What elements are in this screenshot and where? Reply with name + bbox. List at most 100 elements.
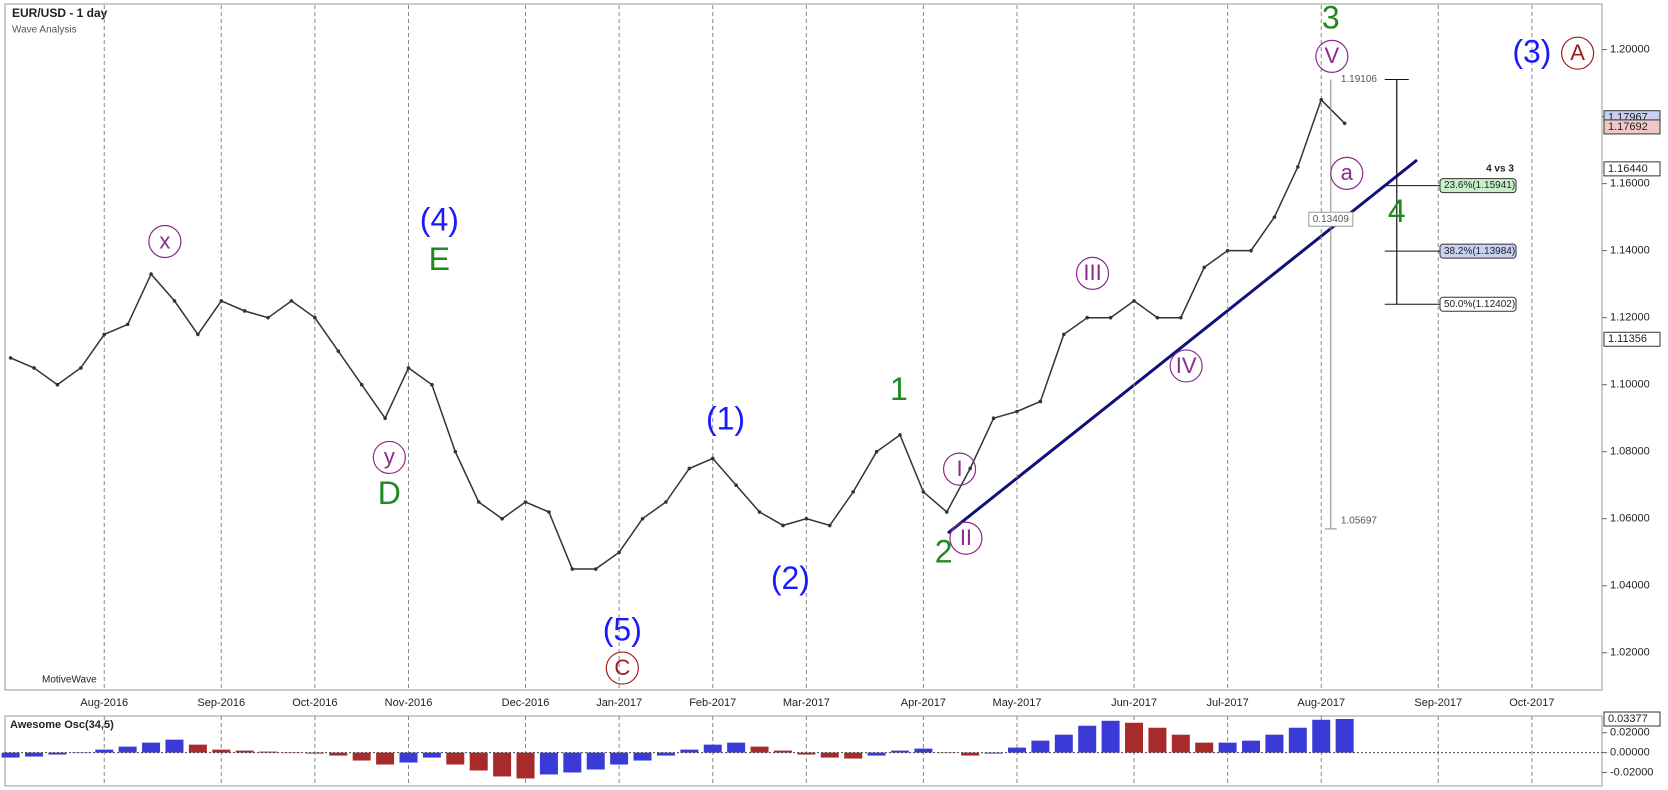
y-tick-label: 1.10000 — [1610, 379, 1650, 391]
oscillator-panel — [4, 715, 1603, 787]
oscillator-bar — [1078, 725, 1097, 753]
fib-label-box — [1439, 178, 1517, 194]
oscillator-bar — [422, 752, 441, 758]
price-point — [1015, 409, 1019, 414]
fib-label: 38.2%(1.13984) — [1444, 246, 1515, 257]
oscillator-bar — [1101, 720, 1120, 753]
wave-label: (5) — [603, 611, 642, 647]
price-point — [336, 349, 341, 353]
chart-subtitle: Wave Analysis — [12, 25, 77, 36]
chart-title: EUR/USD - 1 day — [12, 6, 108, 20]
price-marker-box — [1603, 161, 1661, 177]
oscillator-bar — [656, 752, 675, 756]
oscillator-bar — [539, 752, 558, 775]
oscillator-bar — [1031, 740, 1050, 753]
wave-label: II — [960, 525, 972, 550]
price-point — [1272, 215, 1277, 219]
fib-title: 4 vs 3 — [1486, 164, 1514, 175]
oscillator-bar — [867, 752, 886, 756]
oscillator-bar — [142, 742, 161, 753]
x-tick-label: Oct-2016 — [292, 697, 337, 709]
measure-range: 0.13409 — [1313, 214, 1350, 225]
price-point — [617, 550, 621, 555]
price-marker-box — [1603, 331, 1661, 347]
oscillator-title: Awesome Osc(34,5) — [10, 719, 114, 731]
wave-label: (4) — [420, 202, 459, 238]
wave-label: 3 — [1322, 0, 1340, 36]
wave-label: I — [956, 456, 962, 481]
wave-label: (2) — [771, 560, 810, 596]
wave-label: (1) — [706, 401, 745, 437]
price-point — [523, 500, 528, 504]
price-point — [500, 516, 504, 521]
price-point — [1132, 299, 1136, 303]
measure-high: 1.19106 — [1341, 74, 1378, 85]
wave-circle — [605, 651, 639, 685]
watermark: MotiveWave — [42, 675, 97, 686]
price-point — [1296, 165, 1300, 169]
price-point — [757, 510, 762, 514]
x-tick-label: Sep-2016 — [197, 697, 245, 709]
price-point — [781, 523, 785, 528]
wave-circle — [372, 440, 406, 475]
price-point — [242, 309, 247, 313]
oscillator-bar — [1171, 734, 1190, 753]
price-point — [1249, 248, 1253, 253]
price-point — [430, 382, 434, 387]
oscillator-bar — [633, 752, 652, 761]
price-point — [687, 466, 692, 471]
oscillator-bar — [797, 752, 816, 755]
price-point — [734, 483, 738, 488]
y-tick-label: 0.02000 — [1610, 727, 1650, 739]
wave-circle — [1169, 349, 1203, 383]
wave-circle — [1075, 256, 1110, 290]
oscillator-bar — [493, 752, 512, 777]
wave-label: III — [1083, 260, 1101, 285]
price-point — [453, 449, 458, 454]
oscillator-bar — [118, 746, 137, 753]
price-point — [172, 299, 177, 303]
y-tick-label: 1.04000 — [1610, 580, 1650, 592]
oscillator-bar — [820, 752, 839, 758]
x-tick-label: Aug-2017 — [1297, 697, 1345, 709]
price-marker-label: 1.16440 — [1608, 163, 1648, 175]
price-point — [570, 567, 575, 571]
price-point — [79, 366, 83, 370]
y-tick-label: 0.00000 — [1610, 746, 1650, 758]
y-tick-label: 1.14000 — [1610, 245, 1650, 257]
oscillator-bar — [1007, 747, 1026, 753]
oscillator-bar — [610, 752, 629, 765]
price-point — [640, 516, 645, 521]
price-point — [102, 332, 107, 337]
x-tick-label: Aug-2016 — [80, 697, 128, 709]
price-point — [593, 567, 598, 571]
price-point — [219, 299, 224, 303]
oscillator-bar — [48, 752, 67, 755]
wave-label: A — [1570, 40, 1585, 65]
oscillator-bar — [235, 750, 254, 753]
wave-label: x — [159, 228, 170, 253]
price-point — [1179, 315, 1183, 320]
wave-label: 4 — [1388, 193, 1406, 229]
oscillator-bar — [71, 752, 90, 754]
oscillator-bar — [727, 742, 746, 753]
x-tick-label: Jun-2017 — [1111, 697, 1157, 709]
oscillator-bar — [1148, 727, 1167, 753]
x-tick-label: Feb-2017 — [689, 697, 736, 709]
price-point — [804, 516, 809, 521]
x-tick-label: May-2017 — [993, 697, 1042, 709]
price-point — [664, 500, 668, 504]
price-point — [1085, 315, 1090, 320]
oscillator-bar — [1218, 742, 1237, 753]
x-tick-label: Dec-2016 — [502, 697, 550, 709]
price-line — [10, 98, 1346, 570]
price-marker-label: 1.17692 — [1608, 121, 1648, 133]
x-tick-label: Jul-2017 — [1207, 697, 1249, 709]
oscillator-bar — [703, 744, 722, 753]
oscillator-bar — [1054, 734, 1073, 753]
last-value-label: 0.03377 — [1608, 713, 1648, 725]
y-tick-label: 1.12000 — [1610, 312, 1650, 324]
price-point — [359, 382, 364, 387]
